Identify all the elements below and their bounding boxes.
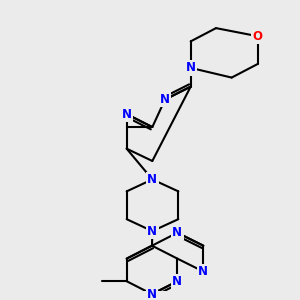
Text: N: N: [147, 288, 157, 300]
Text: N: N: [172, 226, 182, 239]
Text: N: N: [147, 173, 157, 186]
Text: N: N: [160, 93, 170, 106]
Text: O: O: [253, 30, 263, 43]
Text: N: N: [122, 108, 132, 121]
Text: N: N: [198, 265, 208, 278]
Text: N: N: [186, 61, 196, 74]
Text: N: N: [147, 225, 157, 238]
Text: N: N: [172, 275, 182, 288]
